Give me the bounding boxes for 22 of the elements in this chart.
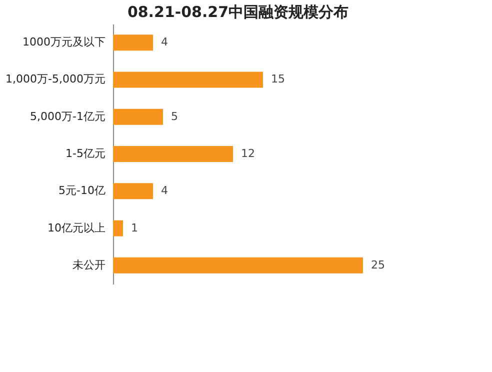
bar: [113, 146, 233, 162]
y-tick-label: 1000万元及以下: [22, 36, 106, 49]
y-tick-label: 5,000万-1亿元: [30, 110, 106, 123]
y-tick-label: 5元-10亿: [58, 184, 106, 198]
bar: [113, 108, 163, 125]
bar: [113, 72, 263, 88]
y-tick-label: 1,000万-5,000万元: [6, 72, 106, 86]
data-label: 15: [271, 72, 285, 86]
y-tick-label: 10亿元以上: [48, 221, 106, 234]
chart-title: 08.21-08.27中国融资规模分布: [127, 3, 349, 21]
bar: [113, 34, 153, 51]
data-label: 1: [131, 221, 138, 234]
data-label: 25: [371, 258, 385, 272]
bar: [113, 183, 153, 200]
y-tick-label: 1-5亿元: [66, 147, 106, 160]
y-tick-label: 未公开: [72, 258, 106, 272]
bar: [113, 257, 363, 274]
data-label: 12: [241, 147, 255, 160]
data-label: 5: [171, 110, 178, 123]
data-label: 4: [161, 36, 168, 49]
bar: [113, 220, 123, 236]
data-label: 4: [161, 184, 168, 198]
